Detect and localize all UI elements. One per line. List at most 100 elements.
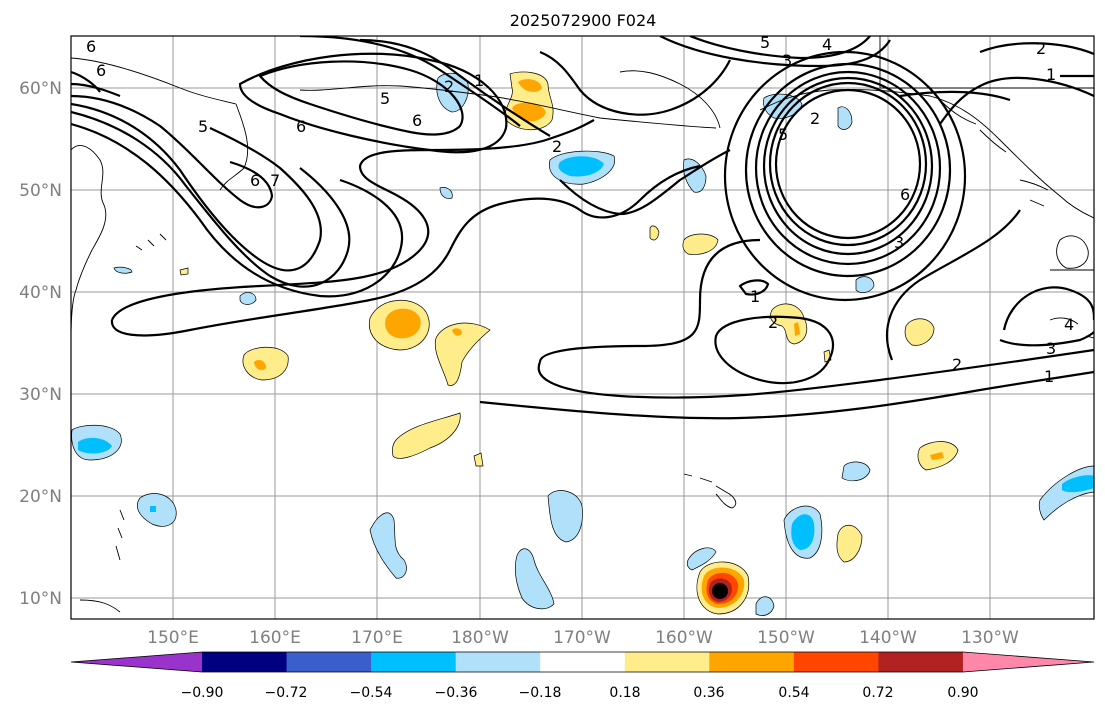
contour-line: [979, 42, 1094, 56]
lon-label: 160°E: [249, 628, 301, 648]
shade-negative: [78, 437, 112, 454]
contour-line: [110, 119, 595, 321]
contour-line: [71, 70, 121, 98]
colorbar-label: −0.54: [350, 685, 393, 701]
lon-label: 170°W: [553, 628, 611, 648]
lat-label: 60°N: [19, 79, 62, 99]
colorbar-label: 0.54: [778, 685, 809, 701]
tropical-cyclone-marker: [712, 583, 728, 599]
lon-label: 170°E: [351, 628, 403, 648]
shade-positive: [794, 322, 800, 336]
shade-positive: [930, 452, 944, 460]
shade-negative: [1062, 475, 1094, 493]
shade-negative: [514, 548, 555, 610]
contour-line: [754, 70, 942, 266]
contour-label: 5: [760, 33, 770, 52]
contour-labels: 6 6 5 5 6 6 7 2 1 6 2 5 4 3 2 1 2 5 6 3 …: [86, 33, 1074, 386]
lat-label: 40°N: [19, 283, 62, 303]
contour-label: 4: [1064, 315, 1074, 334]
contour-line: [768, 81, 928, 247]
contour-label: 1: [750, 287, 760, 306]
map-area: 6 6 5 5 6 6 7 2 1 6 2 5 4 3 2 1 2 5 6 3 …: [71, 33, 1094, 619]
shade-positive: [179, 267, 189, 276]
shade-negative: [791, 514, 815, 550]
contour-label: 6: [96, 61, 106, 80]
shade-positive: [904, 318, 935, 346]
shade-positive: [242, 346, 289, 381]
shade-positive: [385, 308, 421, 339]
contour-line: [71, 102, 322, 272]
colorbar-swatch: [286, 652, 372, 672]
contour-label: 4: [822, 35, 832, 54]
colorbar-label: 0.18: [609, 685, 640, 701]
lon-axis: 150°E 160°E 170°E 180°W 170°W 160°W 150°…: [147, 628, 1019, 648]
contour-line: [885, 209, 1021, 361]
shade-positive: [473, 452, 484, 467]
contour-line: [479, 370, 1094, 420]
shade-positive: [682, 233, 719, 255]
contour-line: [238, 52, 508, 154]
colorbar-label: −0.18: [519, 685, 562, 701]
colorbar-label: 0.72: [862, 685, 893, 701]
shade-negative: [837, 106, 853, 130]
contour-line: [71, 94, 274, 209]
lat-label: 20°N: [19, 487, 62, 507]
contour-line: [999, 331, 1094, 347]
contour-line: [738, 279, 770, 296]
colorbar-label: −0.36: [435, 685, 478, 701]
colorbar-label: −0.72: [265, 685, 308, 701]
contour-label: 5: [198, 117, 208, 136]
contour-label: 3: [894, 233, 904, 252]
contour-label: 2: [552, 137, 562, 156]
shaded-fields: [71, 71, 1094, 616]
contour-label: 2: [1036, 39, 1046, 58]
shade-negative: [137, 493, 177, 527]
contour-label: 2: [444, 77, 454, 96]
colorbar-swatch: [540, 652, 626, 672]
contour-line: [762, 76, 934, 256]
contour-label: 7: [270, 171, 280, 190]
contour-line: [258, 60, 464, 136]
contour-label: 6: [250, 171, 260, 190]
lon-label: 160°W: [655, 628, 713, 648]
colorbar-swatch: [371, 652, 457, 672]
colorbar-label: 0.90: [947, 685, 978, 701]
shade-negative: [150, 506, 156, 512]
contour-line: [359, 38, 551, 137]
contour-label: 5: [380, 89, 390, 108]
contour-line: [899, 74, 1094, 102]
contour-line: [537, 348, 1094, 399]
contour-label: 6: [296, 117, 306, 136]
shade-negative: [1038, 465, 1094, 521]
shade-negative: [547, 490, 583, 543]
lon-label: 130°W: [961, 628, 1019, 648]
colorbar-swatch: [878, 652, 964, 672]
colorbar-outline: [70, 651, 1095, 673]
contour-line: [689, 36, 871, 60]
contour-line: [1002, 286, 1094, 331]
contour-label: 2: [952, 355, 962, 374]
contour-label: 3: [782, 51, 792, 70]
shade-negative: [239, 292, 257, 305]
shade-positive: [452, 328, 462, 336]
lat-label: 10°N: [19, 589, 62, 609]
coastlines: [71, 36, 1094, 613]
colorbar-extend-high: [962, 652, 1094, 672]
contour-label: 3: [1046, 339, 1056, 358]
colorbar-swatch: [709, 652, 795, 672]
shade-positive: [392, 412, 461, 459]
lon-label: 150°E: [147, 628, 199, 648]
lat-label: 30°N: [19, 385, 62, 405]
shade-negative: [855, 276, 875, 293]
contour-label: 1: [1046, 65, 1056, 84]
contour-label: 6: [412, 111, 422, 130]
lat-label: 50°N: [19, 181, 62, 201]
shade-positive: [512, 79, 546, 122]
colorbar-swatch: [793, 652, 879, 672]
colorbar: [70, 651, 1095, 673]
shade-positive: [649, 225, 660, 241]
contour-line: [774, 88, 922, 240]
shade-positive: [836, 524, 863, 563]
contour-label: 1: [1044, 367, 1054, 386]
colorbar-extend-low: [71, 652, 202, 672]
